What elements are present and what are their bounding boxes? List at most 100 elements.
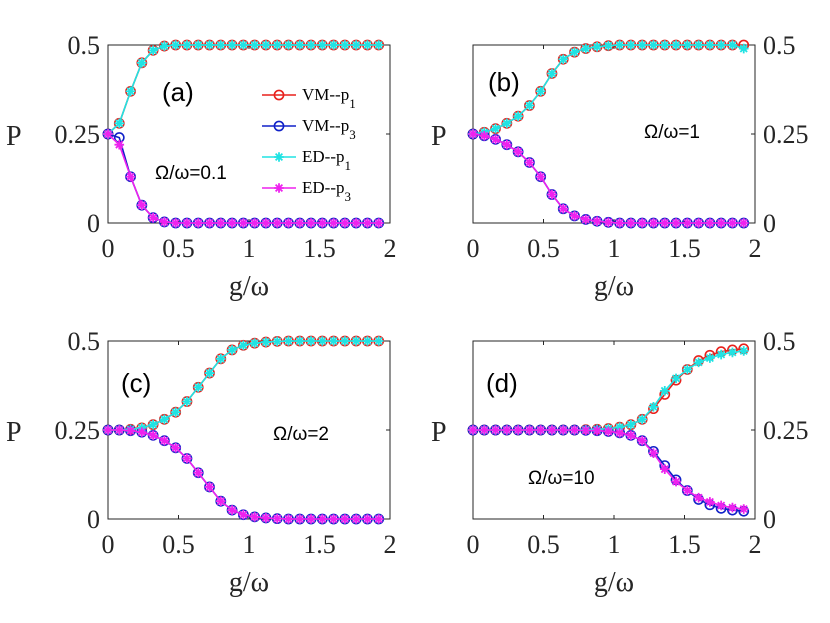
x-axis-label: g/ω — [229, 567, 269, 598]
data-point — [272, 218, 282, 228]
data-point — [524, 157, 535, 168]
data-point — [216, 354, 226, 364]
y-tick-label: 0.5 — [763, 327, 796, 356]
data-point — [148, 419, 158, 430]
data-point — [614, 422, 625, 432]
data-point — [283, 40, 294, 50]
y-axis-label: P — [6, 417, 22, 448]
data-point — [614, 428, 625, 438]
data-point — [261, 218, 271, 228]
data-point — [294, 336, 305, 346]
data-point — [306, 218, 316, 228]
data-point — [148, 430, 158, 441]
data-point — [738, 346, 749, 356]
data-point — [513, 111, 523, 121]
data-point — [513, 425, 523, 435]
data-point — [351, 336, 361, 346]
legend-marker — [274, 183, 284, 193]
data-point — [648, 218, 659, 228]
data-point — [317, 218, 328, 228]
x-tick-label: 0.5 — [162, 530, 195, 559]
panel-label: (b) — [488, 67, 520, 97]
x-tick-label: 1 — [243, 234, 256, 263]
data-point — [626, 430, 636, 441]
x-axis-label: g/ω — [594, 567, 634, 598]
data-point — [306, 514, 316, 524]
data-point — [317, 40, 328, 50]
data-point — [373, 336, 384, 346]
data-point — [693, 492, 704, 503]
x-tick-label: 0.5 — [162, 234, 195, 263]
data-point — [328, 514, 339, 524]
data-point — [159, 41, 170, 51]
legend-marker — [273, 89, 285, 101]
y-axis-label: P — [431, 417, 447, 448]
data-point — [283, 514, 294, 524]
data-point — [227, 345, 237, 355]
data-point — [261, 513, 271, 523]
data-point — [362, 40, 373, 50]
data-point — [159, 414, 170, 425]
data-point — [637, 218, 647, 228]
data-point — [547, 425, 557, 435]
data-point — [682, 364, 693, 375]
x-tick-label: 0.5 — [527, 234, 560, 263]
data-point — [716, 349, 726, 360]
data-point — [490, 134, 501, 145]
x-tick-label: 0 — [102, 234, 115, 263]
data-point — [227, 40, 237, 50]
data-point — [272, 513, 282, 524]
data-point — [193, 467, 204, 478]
data-point — [626, 419, 636, 430]
x-tick-label: 1 — [243, 530, 256, 559]
panel-label: (d) — [486, 368, 518, 398]
panel-annotation: Ω/ω=1 — [644, 122, 700, 143]
data-point — [362, 514, 373, 524]
y-tick-label: 0.25 — [55, 120, 101, 149]
legend-label: VM--p3 — [302, 116, 356, 142]
x-tick-label: 1.5 — [668, 234, 701, 263]
data-point — [137, 58, 147, 68]
data-point — [272, 40, 282, 50]
data-point — [238, 340, 249, 351]
data-point — [659, 386, 670, 396]
data-point — [238, 218, 249, 228]
series-ed-p3 — [468, 129, 749, 228]
data-point — [490, 123, 501, 134]
data-point — [170, 40, 181, 50]
panel-annotation: Ω/ω=0.1 — [155, 163, 227, 184]
data-point — [468, 425, 478, 435]
x-tick-label: 0.5 — [527, 530, 560, 559]
data-point — [468, 129, 478, 139]
data-point — [238, 509, 249, 520]
x-tick-label: 1 — [608, 530, 621, 559]
data-point — [351, 514, 361, 524]
panel-annotation: Ω/ω=10 — [528, 468, 595, 489]
data-point — [682, 218, 693, 228]
data-point — [524, 425, 535, 435]
data-point — [569, 47, 580, 57]
data-point — [547, 68, 557, 79]
y-tick-label: 0 — [87, 505, 100, 534]
x-tick-label: 0 — [102, 530, 115, 559]
y-tick-label: 0.25 — [763, 416, 809, 445]
data-point — [637, 40, 647, 50]
x-tick-label: 2 — [749, 234, 762, 263]
data-point — [693, 218, 704, 228]
x-tick-label: 2 — [384, 234, 397, 263]
data-point — [727, 347, 738, 358]
data-point — [170, 407, 181, 417]
data-point — [351, 40, 361, 50]
data-point — [373, 218, 384, 228]
data-point — [193, 382, 204, 393]
data-point — [216, 40, 226, 50]
data-point — [328, 336, 339, 346]
data-point — [227, 505, 237, 515]
legend-subscript: 3 — [349, 127, 356, 142]
data-point — [693, 357, 704, 368]
series-vm-p3 — [102, 424, 385, 525]
series-line — [472, 133, 744, 224]
data-point — [693, 40, 704, 50]
data-point — [306, 40, 316, 50]
data-point — [294, 218, 305, 228]
